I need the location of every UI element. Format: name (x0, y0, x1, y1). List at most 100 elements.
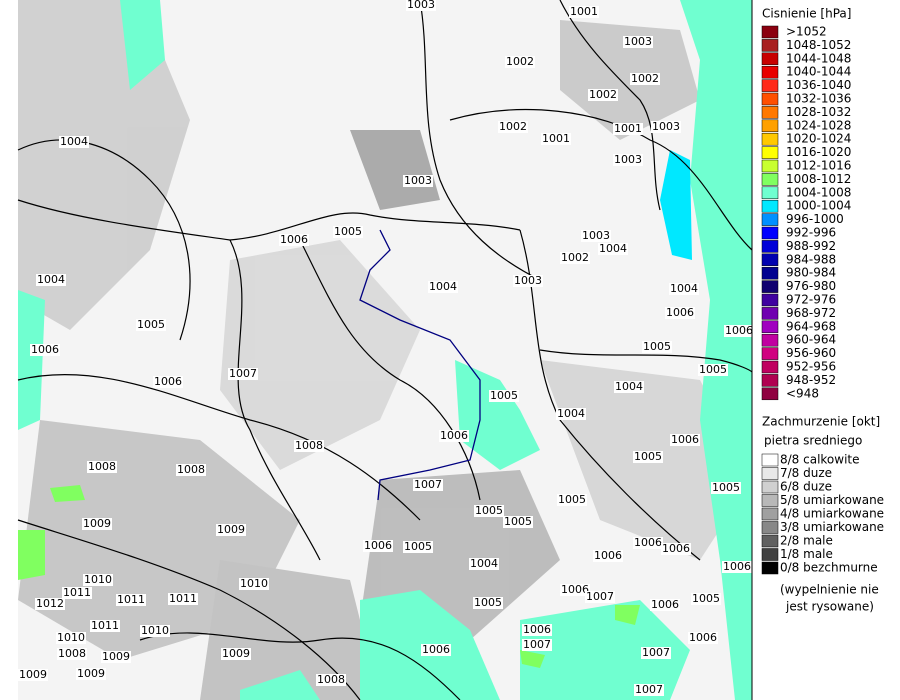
pressure-fill-1000-1004 (660, 150, 692, 260)
isobar-label-bg (633, 537, 663, 549)
legend-swatch (761, 507, 779, 521)
isobar-label: 1005 (334, 225, 362, 238)
legend-label: 1044-1048 (786, 51, 851, 65)
legend-swatch (761, 79, 779, 92)
isobar-label: 1006 (671, 433, 699, 446)
isobar-label-bg (316, 674, 346, 686)
isobar-label: 1007 (586, 590, 614, 603)
isobar-label-bg (623, 36, 653, 48)
legend-label: 996-1000 (786, 212, 844, 226)
legend-label: 8/8 calkowite (780, 453, 860, 467)
isobar-label: 1006 (280, 233, 308, 246)
isobar-label: 1004 (429, 280, 457, 293)
isobar-label: 1009 (83, 517, 111, 530)
isobar-label-bg (140, 625, 170, 637)
isobar-label-bg (698, 364, 728, 376)
legend-swatch (761, 25, 779, 39)
isobar-label-bg (473, 597, 503, 609)
isobar-label-bg (474, 505, 504, 517)
isobar-label: 1003 (514, 274, 542, 287)
isobar-label-bg (57, 648, 87, 660)
isobar-label: 1006 (662, 542, 690, 555)
isobar-label: 1005 (712, 481, 740, 494)
isobar-label: 1003 (404, 174, 432, 187)
pressure-fill-1004-1008 (18, 0, 752, 700)
isobar-label-bg (76, 668, 106, 680)
isobar-label-bg (630, 73, 660, 85)
isobar-label: 1004 (37, 273, 65, 286)
isobar-label-bg (522, 624, 552, 636)
isobar-label-bg (228, 368, 258, 380)
isobar-label: 1001 (542, 132, 570, 145)
isobar-label-bg (176, 464, 206, 476)
isobar-label: 1002 (631, 72, 659, 85)
isobar-label: 1008 (88, 460, 116, 473)
isobar-label: 1005 (558, 493, 586, 506)
isobar-label-bg (403, 175, 433, 187)
isobar-label-bg (613, 123, 643, 135)
legend-label: 1040-1044 (786, 65, 851, 79)
isobar-label-bg (428, 281, 458, 293)
isobar-label: 1006 (651, 598, 679, 611)
isobar-label-bg (35, 598, 65, 610)
legend-label: 1032-1036 (786, 92, 851, 106)
isobar-label-bg (724, 325, 754, 337)
legend: Cisnienie [hPa] Zachmurzenie [okt] pietr… (761, 7, 884, 614)
legend-label: 1000-1004 (786, 199, 851, 213)
legend-swatch (761, 266, 779, 280)
isobar-label-bg (83, 574, 113, 586)
isobar-label: 1006 (666, 306, 694, 319)
isobar-label: 1003 (652, 120, 680, 133)
isobar-label: 1004 (599, 242, 627, 255)
isobar-label: 1004 (470, 557, 498, 570)
isobar-label: 1010 (141, 624, 169, 637)
isobar-label-bg (168, 593, 198, 605)
isobar-label-bg (239, 578, 269, 590)
isobar-label: 1007 (635, 683, 663, 696)
isobar-label-bg (82, 518, 112, 530)
legend-label: 1012-1016 (786, 159, 851, 173)
isobar-label-bg (588, 89, 618, 101)
legend-label: 4/8 umiarkowane (780, 507, 884, 521)
isobar-label: 1007 (229, 367, 257, 380)
isobar-label-bg (153, 376, 183, 388)
legend-title: Zachmurzenie [okt] (762, 415, 880, 429)
legend-swatch (761, 106, 779, 119)
isobar-label-bg (56, 632, 86, 644)
map: 1003 1001 1003 1002 1002 1002 1002 1001 1003 1001… (17, 0, 754, 700)
isobar-label-bg (498, 121, 528, 133)
legend-swatch (761, 548, 779, 561)
isobar-label-bg (59, 136, 89, 148)
isobar-label: 1007 (642, 646, 670, 659)
legend-subtitle: pietra sredniego (764, 434, 862, 448)
isobar-label: 1006 (154, 375, 182, 388)
legend-swatch (761, 521, 779, 534)
isobar-label: 1006 (594, 549, 622, 562)
isobar-label: 1010 (84, 573, 112, 586)
legend-swatch (761, 347, 779, 360)
legend-swatch (761, 186, 779, 200)
pressure-fill-1008-1012 (18, 485, 640, 668)
isobar-label-bg (513, 275, 543, 287)
isobar-label: 1005 (504, 515, 532, 528)
isobar-label-bg (650, 599, 680, 611)
legend-label: 960-964 (786, 333, 836, 347)
isobar-label: 1009 (217, 523, 245, 536)
isobar-label-bg (413, 479, 443, 491)
isobar-label-bg (665, 307, 695, 319)
legend-label: 1048-1052 (786, 38, 851, 52)
isobar-label: 1005 (699, 363, 727, 376)
isobar-label: 1008 (295, 439, 323, 452)
legend-swatch (761, 253, 779, 267)
isobar-label: 1003 (407, 0, 435, 11)
isobar-label-bg (421, 644, 451, 656)
isobar-label-bg (216, 524, 246, 536)
legend-swatch (761, 387, 779, 401)
legend-label: 1036-1040 (786, 78, 851, 92)
legend-swatch (761, 534, 779, 548)
isobar-label: 1005 (137, 318, 165, 331)
isobar-label-bg (333, 226, 363, 238)
isobar-label: 1010 (240, 577, 268, 590)
isobar-label-bg (503, 516, 533, 528)
